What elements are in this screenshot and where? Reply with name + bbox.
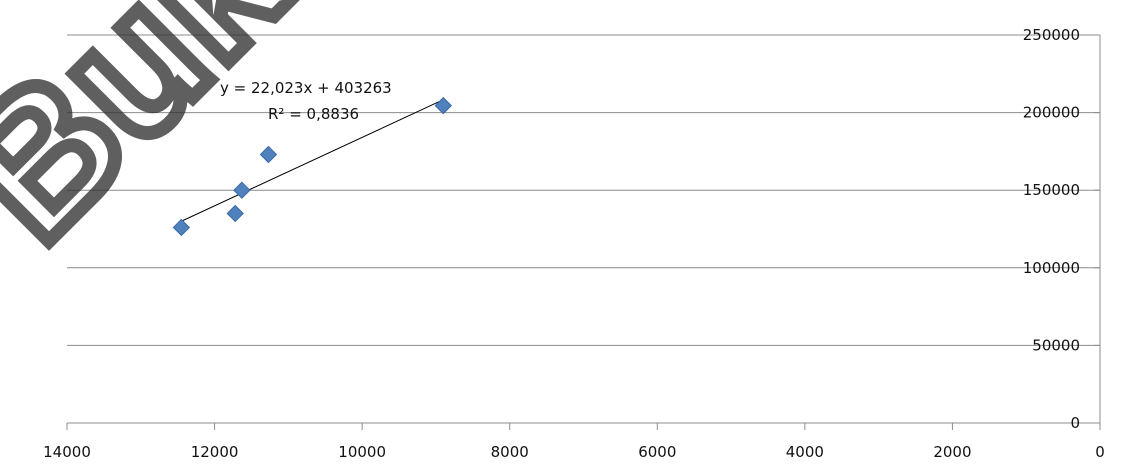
x-tick-label-0: 14000	[43, 443, 91, 461]
x-tick-label-6: 2000	[933, 443, 971, 461]
x-tick-label-2: 10000	[338, 443, 386, 461]
y-tick-label-1: 200000	[1023, 104, 1080, 122]
y-tick-label-3: 100000	[1023, 259, 1080, 277]
trendline-group	[181, 99, 444, 222]
y-tick-label-0: 250000	[1023, 26, 1080, 44]
y-axis-ticks: 250000 200000 150000 100000 50000 0	[1023, 26, 1100, 432]
trendline	[181, 99, 444, 222]
x-tick-label-7: 0	[1095, 443, 1105, 461]
trendline-r-squared: R² = 0,8836	[268, 105, 359, 123]
x-tick-label-1: 12000	[191, 443, 239, 461]
y-tick-label-5: 0	[1070, 414, 1080, 432]
x-axis-ticks: 14000 12000 10000 8000 6000 4000 2000 0	[43, 423, 1105, 461]
data-point-4	[434, 96, 453, 115]
data-point-3	[259, 145, 278, 164]
axes	[67, 35, 1101, 424]
trendline-equation: y = 22,023x + 403263	[220, 79, 392, 97]
data-point-1	[226, 204, 244, 223]
y-tick-label-4: 50000	[1032, 336, 1080, 354]
data-points	[172, 96, 453, 237]
y-tick-label-2: 150000	[1023, 181, 1080, 199]
data-point-0	[172, 218, 191, 237]
x-tick-label-4: 6000	[638, 443, 676, 461]
x-tick-label-5: 4000	[786, 443, 824, 461]
data-point-2	[233, 181, 251, 199]
x-tick-label-3: 8000	[491, 443, 529, 461]
